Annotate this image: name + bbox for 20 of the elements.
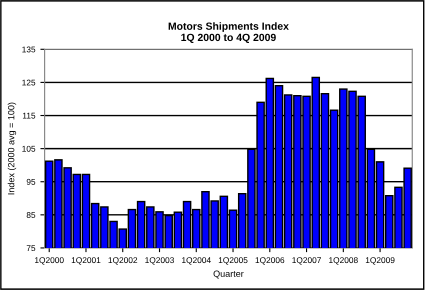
- y-tick-label: 95: [26, 178, 36, 185]
- y-tick-label: 85: [26, 212, 36, 218]
- chart-title: Motors Shipments Index 1Q 2000 to 4Q 2009: [168, 22, 289, 44]
- x-tick-label: 1Q2002: [108, 257, 138, 265]
- x-tick-label: 1Q2005: [218, 257, 248, 265]
- x-tick-label: 1Q2008: [329, 257, 358, 265]
- x-tick-label: 1Q2000: [35, 257, 64, 265]
- x-tick-label: 1Q2003: [145, 257, 174, 265]
- y-tick-label: 125: [22, 80, 36, 86]
- y-tick-label: 75: [26, 245, 36, 252]
- y-tick-label: 135: [22, 46, 36, 52]
- x-tick-label: 1Q2009: [366, 257, 395, 265]
- x-axis-title: Quarter: [214, 270, 244, 279]
- y-tick-label: 105: [22, 146, 36, 152]
- x-tick-label: 1Q2004: [182, 257, 211, 265]
- y-axis-title: Index (2000 avg = 100): [8, 102, 16, 194]
- x-tick-label: 1Q2006: [256, 257, 284, 265]
- x-tick-label: 1Q2007: [292, 257, 321, 265]
- y-tick-label: 115: [22, 112, 36, 119]
- x-tick-label: 1Q2001: [72, 257, 100, 265]
